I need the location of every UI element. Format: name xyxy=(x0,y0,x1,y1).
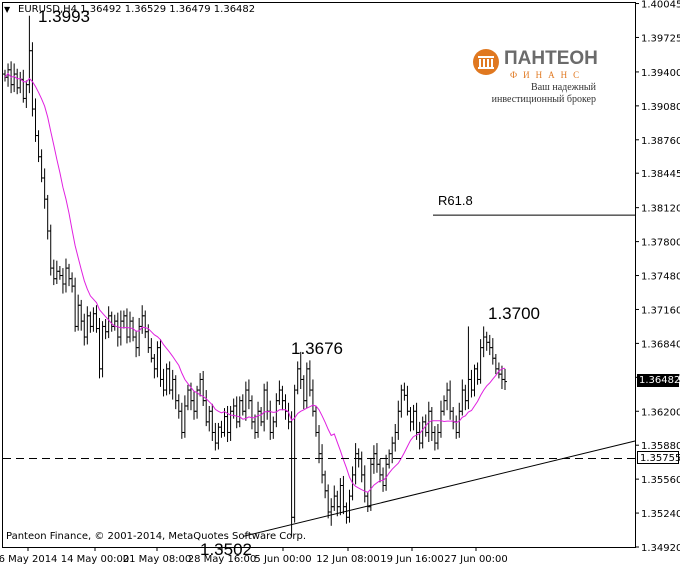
copyright-text: Panteon Finance, © 2001-2014, MetaQuotes… xyxy=(6,531,307,542)
y-tick-label: 1.40045 xyxy=(641,0,680,11)
y-tick-label: 1.35240 xyxy=(641,509,680,520)
y-tick-label: 1.35560 xyxy=(641,475,680,486)
r618-label: R61.8 xyxy=(438,193,473,209)
callout-1-3676: 1.3676 xyxy=(291,338,343,358)
logo-name: ПАНТЕОН xyxy=(504,48,598,69)
x-tick-label: 6 May 2014 xyxy=(0,554,57,565)
header-triangle-icon: ▼ xyxy=(4,5,11,14)
x-tick-label: 19 Jun 16:00 xyxy=(380,554,444,565)
y-tick-label: 1.34920 xyxy=(641,543,680,554)
x-tick-label: 5 Jun 00:00 xyxy=(254,554,311,565)
moving-average-line xyxy=(4,72,506,493)
y-tick-label: 1.36840 xyxy=(641,339,680,350)
ohlc-bars xyxy=(3,15,507,537)
x-tick-label: 27 Jun 00:00 xyxy=(444,554,508,565)
x-tick-label: 12 Jun 08:00 xyxy=(316,554,380,565)
y-tick-label: 1.37160 xyxy=(641,305,680,316)
logo-sub: ФИНАНС xyxy=(510,70,586,80)
y-tick-label: 1.37800 xyxy=(641,238,680,249)
x-tick-label: 14 May 00:00 xyxy=(61,554,130,565)
y-tick-label: 1.38445 xyxy=(641,169,680,180)
panteon-logo: ПАНТЕОН ФИНАНС Ваш надежный инвестиционн… xyxy=(470,48,598,108)
y-tick-label: 1.38760 xyxy=(641,136,680,147)
logo-slogan-line1: Ваш надежный xyxy=(531,82,596,93)
logo-coin-icon xyxy=(473,49,499,75)
callout-1-3700: 1.3700 xyxy=(488,304,540,324)
current-price-tag: 1.36482 xyxy=(637,374,680,388)
callout-1-3502: 1.3502 xyxy=(200,540,252,560)
logo-slogan: Ваш надежный инвестиционный брокер xyxy=(466,82,596,106)
y-tick-label: 1.35880 xyxy=(641,441,680,452)
y-tick-label: 1.36200 xyxy=(641,407,680,418)
plot-border xyxy=(2,2,636,548)
y-tick-label: 1.38120 xyxy=(641,204,680,215)
support-price-tag: 1.35755 xyxy=(637,451,680,465)
y-tick-label: 1.39725 xyxy=(641,33,680,44)
callout-1-3993: 1.3993 xyxy=(38,6,90,26)
ohlc-header: ▼ EURUSD,H4 1.36492 1.36529 1.36479 1.36… xyxy=(4,4,256,15)
y-tick-label: 1.39080 xyxy=(641,102,680,113)
trendline xyxy=(243,440,636,537)
x-tick-label: 21 May 08:00 xyxy=(123,554,192,565)
y-tick-label: 1.37480 xyxy=(641,272,680,283)
header-text: EURUSD,H4 1.36492 1.36529 1.36479 1.3648… xyxy=(18,4,256,15)
y-tick-label: 1.39400 xyxy=(641,68,680,79)
x-tick-label: 28 May 16:00 xyxy=(188,554,257,565)
y-axis: 1.40045 1.39725 1.39400 1.39080 1.38760 1.384… xyxy=(635,0,680,554)
logo-slogan-line2: инвестиционный брокер xyxy=(491,94,596,105)
